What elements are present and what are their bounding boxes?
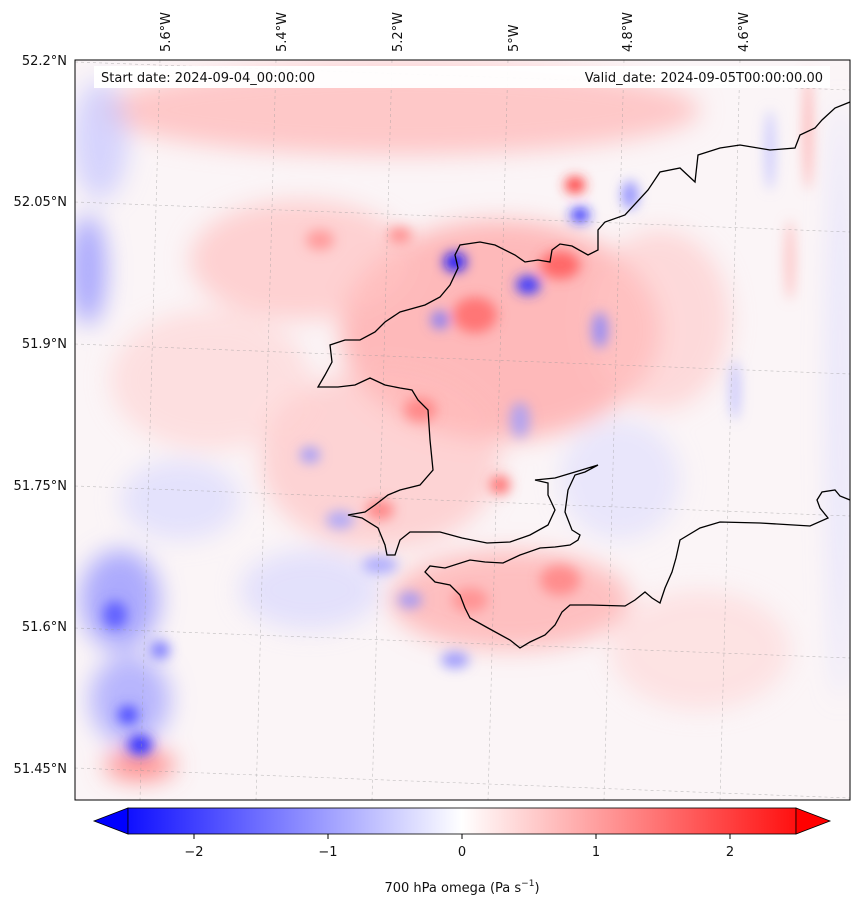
lat-label: 51.6°N xyxy=(22,620,67,635)
lat-label: 52.05°N xyxy=(14,195,67,210)
coastline xyxy=(316,101,850,649)
lon-label: 5°W xyxy=(507,24,522,52)
lon-label: 4.8°W xyxy=(621,12,636,52)
lat-label: 51.75°N xyxy=(14,479,67,494)
lon-label: 4.6°W xyxy=(737,12,752,52)
colorbar-tick-label: −2 xyxy=(184,845,203,860)
lon-label: 5.4°W xyxy=(275,12,290,52)
map-frame xyxy=(74,59,851,801)
omega-field xyxy=(75,65,850,780)
colorbar-tick-label: 1 xyxy=(592,845,600,860)
valid-date-label: Valid_date: 2024-09-05T00:00:00.00 xyxy=(585,71,823,86)
lat-labels: 52.2°N 52.05°N 51.9°N 51.75°N 51.6°N 51.… xyxy=(14,54,67,777)
colorbar-title-main: 700 hPa omega (Pa s xyxy=(384,881,521,896)
omega-cells xyxy=(103,70,812,755)
colorbar-tick-label: −1 xyxy=(318,845,337,860)
colorbar-title: 700 hPa omega (Pa s−1) xyxy=(384,879,539,896)
lat-label: 51.45°N xyxy=(14,762,67,777)
colorbar-title-sup: −1 xyxy=(521,879,534,889)
colorbar-low-extend xyxy=(92,807,129,835)
lat-label: 51.9°N xyxy=(22,337,67,352)
colorbar-ticks xyxy=(193,834,731,839)
colorbar-tick-label: 2 xyxy=(726,845,734,860)
lon-label: 5.2°W xyxy=(391,12,406,52)
colorbar: −2 −1 0 1 2 700 hPa omega (Pa s−1) xyxy=(92,807,832,896)
lon-labels: 5.6°W 5.4°W 5.2°W 5°W 4.8°W 4.6°W xyxy=(159,12,752,52)
colorbar-bar xyxy=(127,807,797,835)
colorbar-tick-label: 0 xyxy=(458,845,466,860)
start-date-label: Start date: 2024-09-04_00:00:00 xyxy=(101,71,315,86)
header-bar xyxy=(94,66,830,88)
colorbar-high-extend xyxy=(795,807,832,835)
lat-label: 52.2°N xyxy=(22,54,67,69)
map-panel xyxy=(75,60,850,800)
colorbar-title-end: ) xyxy=(534,881,539,896)
lon-label: 5.6°W xyxy=(159,12,174,52)
